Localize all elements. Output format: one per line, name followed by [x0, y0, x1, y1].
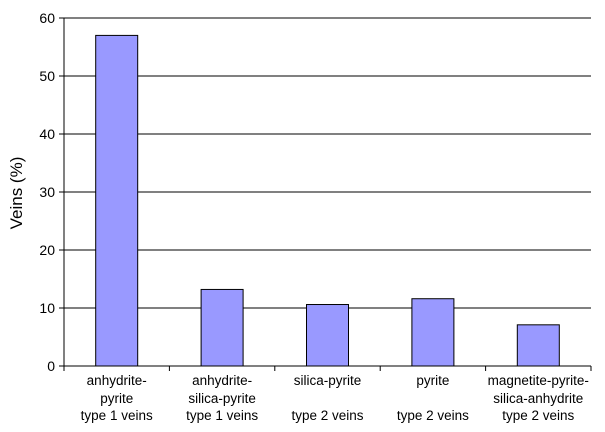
- y-axis-title: Veins (%): [7, 157, 26, 230]
- x-category-label: anhydrite-pyrite type 1 veins: [81, 373, 153, 423]
- axes: [59, 17, 592, 371]
- x-category-label-line: type 1 veins: [186, 408, 258, 423]
- y-tick-label: 30: [39, 184, 55, 200]
- y-tick-label: 20: [39, 242, 55, 258]
- x-category-label-line: type 2 veins: [502, 408, 574, 423]
- y-tick-label: 0: [47, 358, 55, 374]
- bars: [95, 34, 560, 367]
- x-category-label-line: anhydrite-: [87, 373, 147, 388]
- bar: [306, 304, 349, 367]
- x-category-label: silica-pyrite type 2 veins: [291, 373, 363, 423]
- gridlines: [64, 17, 591, 309]
- x-category-label: anhydrite-silica-pyrite type 1 veins: [186, 373, 258, 423]
- x-category-label: pyrite type 2 veins: [397, 373, 469, 423]
- x-category-label-line: type 2 veins: [397, 408, 469, 423]
- y-tick-label: 50: [39, 68, 55, 84]
- x-category-label-line: silica-anhydrite: [493, 391, 583, 406]
- x-category-label-line: pyrite: [416, 373, 449, 388]
- y-tick-label: 60: [39, 10, 55, 26]
- x-category-label-line: silica-pyrite: [188, 391, 256, 406]
- x-category-label-line: silica-pyrite: [294, 373, 362, 388]
- bar: [411, 298, 455, 367]
- bar: [95, 34, 139, 367]
- y-tick-labels: 0 10 20 30 40 50 60: [39, 10, 55, 374]
- bar: [516, 324, 560, 367]
- x-category-label-line: type 2 veins: [291, 408, 363, 423]
- x-category-label-line: type 1 veins: [81, 408, 153, 423]
- x-category-label-line: pyrite: [100, 391, 133, 406]
- bar: [200, 288, 244, 367]
- y-tick-label: 10: [39, 300, 55, 316]
- y-tick-label: 40: [39, 126, 55, 142]
- x-category-label: magnetite-pyrite-silica-anhydrite type 2 …: [488, 373, 589, 423]
- x-category-label-line: magnetite-pyrite-: [488, 373, 589, 388]
- x-category-label-line: anhydrite-: [192, 373, 252, 388]
